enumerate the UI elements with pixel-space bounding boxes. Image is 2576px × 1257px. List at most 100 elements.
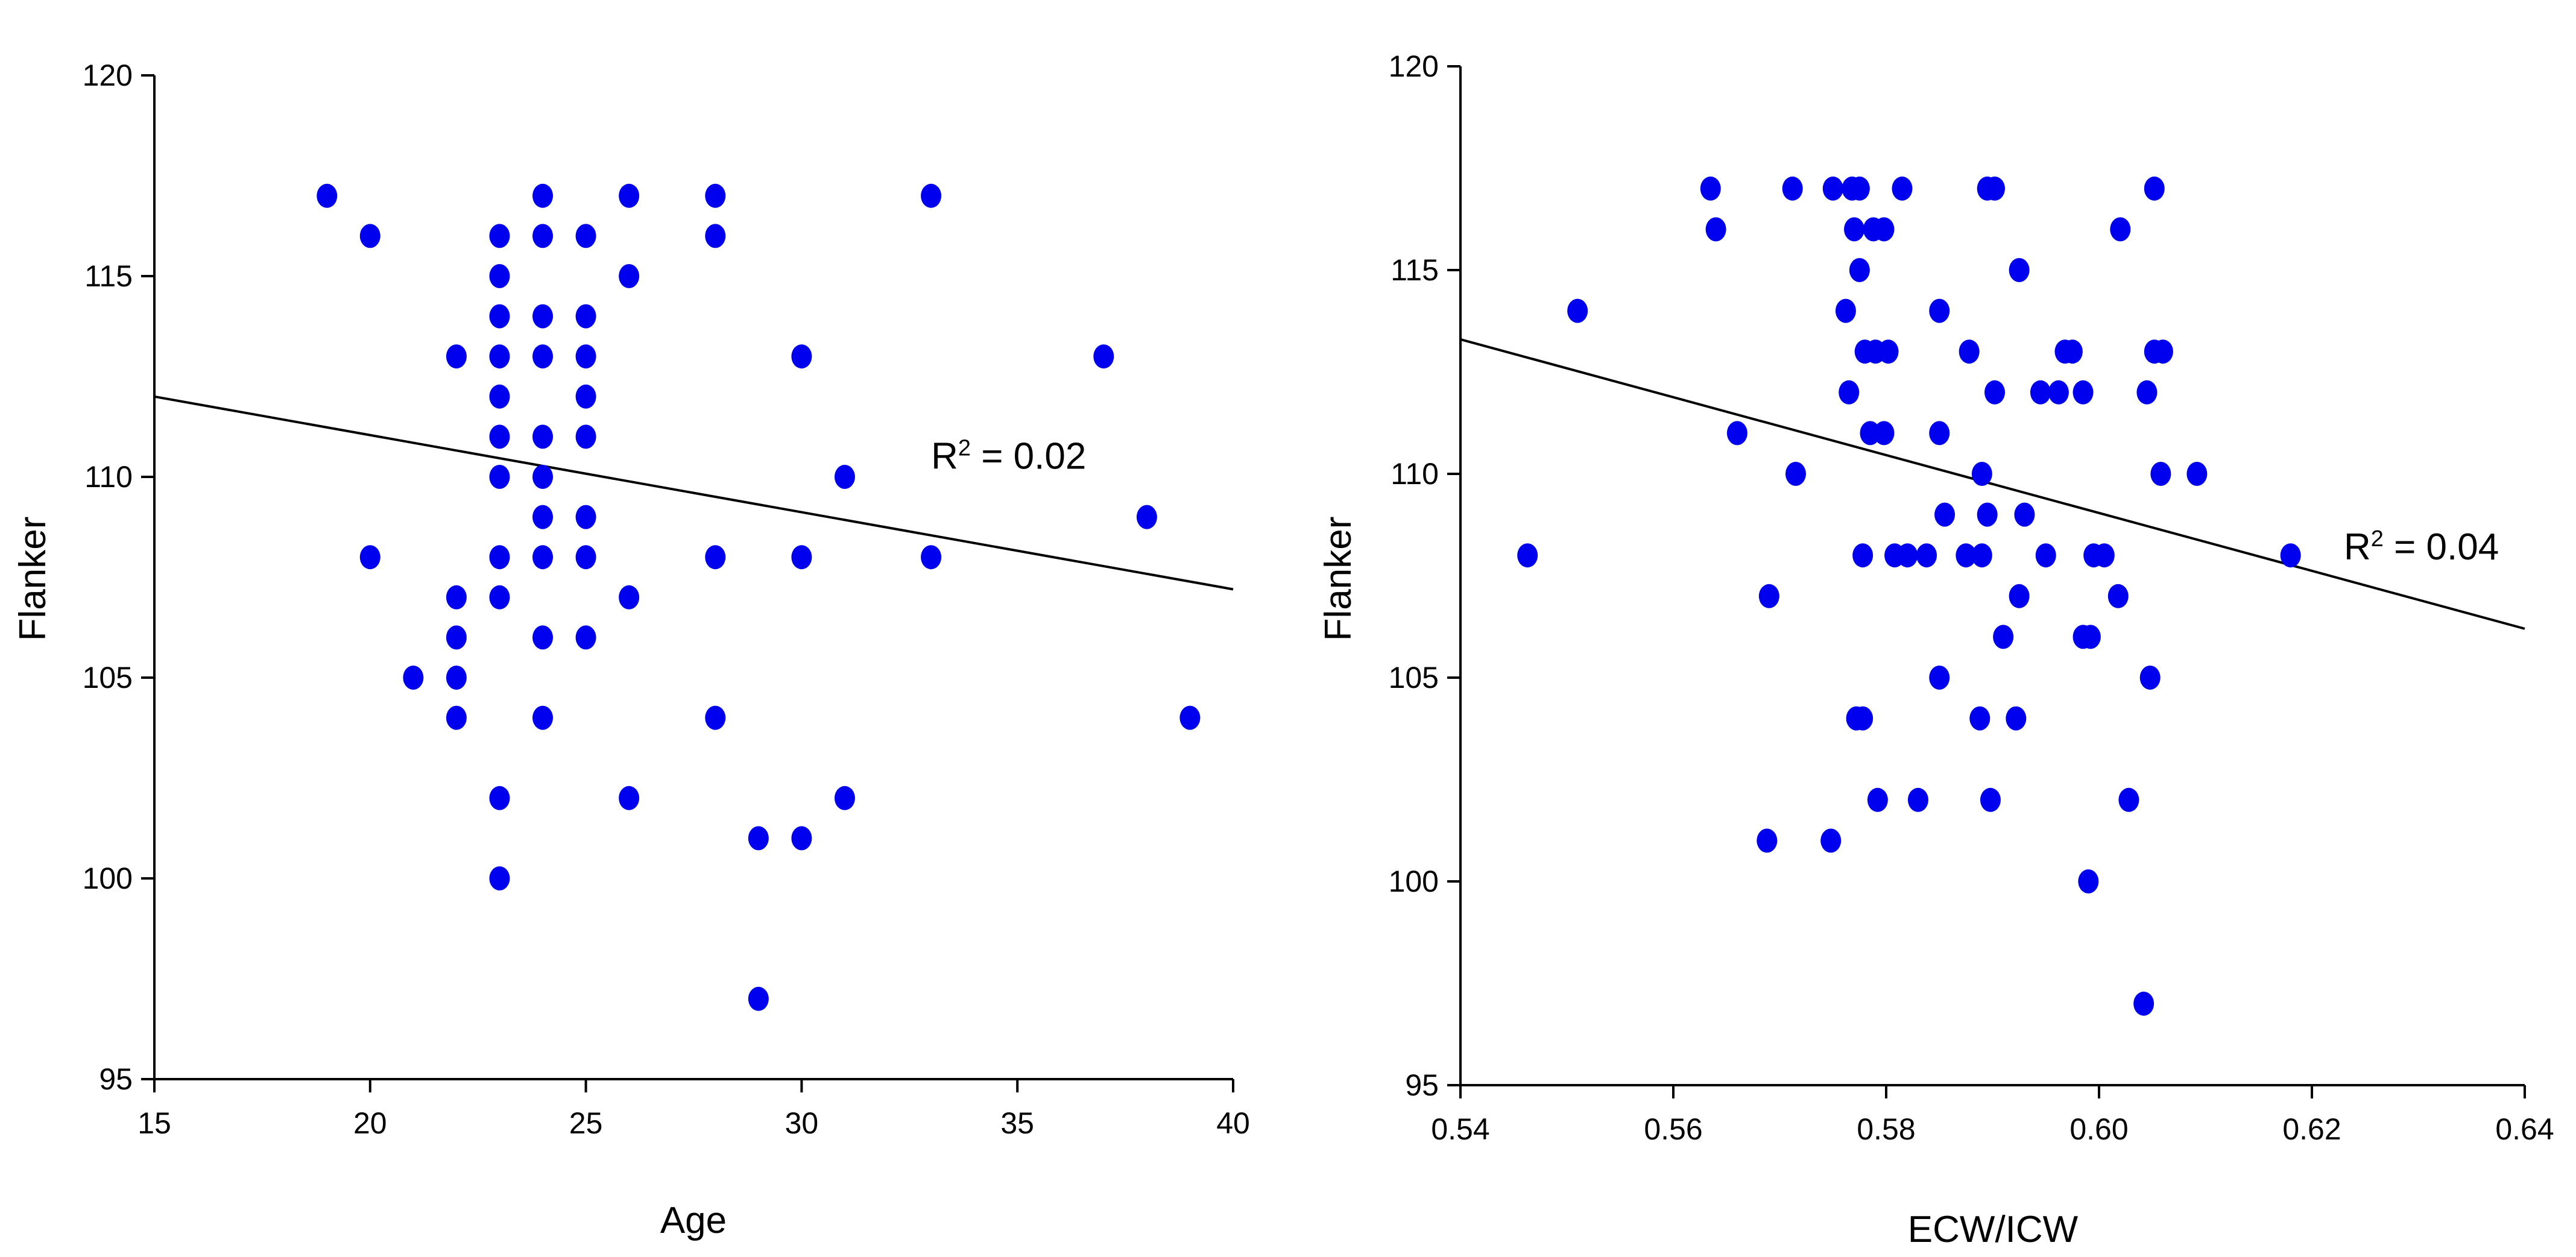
data-point xyxy=(1757,828,1778,853)
data-point xyxy=(2133,991,2155,1016)
data-point xyxy=(2014,502,2035,527)
data-point xyxy=(575,625,596,650)
data-point xyxy=(1849,176,1870,201)
data-point xyxy=(1956,543,1977,568)
data-point xyxy=(1093,344,1114,369)
x-tick-label: 40 xyxy=(1216,1106,1250,1140)
data-point xyxy=(532,344,554,369)
data-point xyxy=(1822,176,1843,201)
data-point xyxy=(619,264,640,288)
y-tick-label: 120 xyxy=(83,58,133,92)
data-point xyxy=(489,585,510,610)
y-ticks: 95 100 105 110 115 120 xyxy=(83,58,154,1096)
r2-prefix: R xyxy=(931,436,958,477)
data-point xyxy=(2150,462,2171,486)
data-point xyxy=(2009,258,2030,282)
y-tick-label: 95 xyxy=(99,1062,133,1096)
data-point xyxy=(791,344,812,369)
y-tick-label: 115 xyxy=(1391,253,1439,287)
data-point xyxy=(317,183,338,208)
data-point xyxy=(1971,543,1992,568)
data-point xyxy=(1929,421,1950,446)
data-point xyxy=(921,183,942,208)
data-point xyxy=(1980,787,2001,812)
y-tick-label: 110 xyxy=(84,460,133,494)
x-ticks: 15 20 25 30 35 40 xyxy=(137,1079,1250,1140)
data-point xyxy=(2035,543,2056,568)
data-point xyxy=(489,786,510,810)
x-tick-label: 20 xyxy=(353,1106,387,1140)
data-point xyxy=(2072,380,2094,405)
r2-superscript: 2 xyxy=(2371,526,2384,552)
data-point xyxy=(2280,543,2301,568)
data-point xyxy=(446,705,467,730)
data-point xyxy=(791,545,812,570)
data-point xyxy=(1700,176,1721,201)
data-point xyxy=(921,545,942,570)
y-tick-label: 100 xyxy=(1389,865,1439,898)
x-ticks: 0.54 0.56 0.58 0.60 0.62 0.64 xyxy=(1431,1085,2554,1146)
data-point xyxy=(1934,502,1956,527)
data-point xyxy=(1971,462,1992,486)
data-point xyxy=(1785,462,1806,486)
data-point xyxy=(1844,217,1865,242)
data-point xyxy=(2118,787,2139,812)
data-point xyxy=(532,304,554,329)
data-point xyxy=(1852,543,1874,568)
data-point xyxy=(1929,666,1950,690)
data-point xyxy=(2078,869,2099,893)
data-point xyxy=(575,424,596,449)
data-point xyxy=(532,424,554,449)
data-point xyxy=(489,545,510,570)
data-points xyxy=(317,183,1201,1011)
y-tick-label: 100 xyxy=(83,862,133,895)
data-point xyxy=(446,585,467,610)
data-point xyxy=(2009,584,2030,608)
data-point xyxy=(575,224,596,248)
data-point xyxy=(1517,543,1538,568)
data-point xyxy=(1852,706,1874,731)
x-tick-label: 35 xyxy=(1000,1106,1034,1140)
data-point xyxy=(2030,380,2051,405)
x-tick-label: 25 xyxy=(569,1106,603,1140)
data-point xyxy=(705,183,726,208)
x-axis-title: Age xyxy=(660,1200,727,1241)
data-points xyxy=(1517,176,2301,1016)
data-point xyxy=(834,465,855,489)
data-point xyxy=(532,545,554,570)
data-point xyxy=(532,224,554,248)
data-point xyxy=(489,264,510,288)
data-point xyxy=(2094,543,2115,568)
data-point xyxy=(748,826,769,851)
x-tick-label: 0.56 xyxy=(1644,1112,1702,1146)
data-point xyxy=(446,344,467,369)
data-point xyxy=(1907,787,1928,812)
data-point xyxy=(359,224,380,248)
data-point xyxy=(489,224,510,248)
data-point xyxy=(705,224,726,248)
data-point xyxy=(619,585,640,610)
data-point xyxy=(2062,339,2083,364)
data-point xyxy=(1897,543,1918,568)
x-tick-label: 15 xyxy=(137,1106,171,1140)
data-point xyxy=(748,986,769,1011)
scatter-panel-age: 95 100 105 110 115 120 15 20 25 30 35 40 Age Flank… xyxy=(12,58,1250,1241)
data-point xyxy=(575,344,596,369)
data-point xyxy=(1820,828,1842,853)
data-point xyxy=(532,183,554,208)
data-point xyxy=(1705,217,1726,242)
y-tick-label: 105 xyxy=(83,661,133,695)
data-point xyxy=(1892,176,1913,201)
r-squared-annotation: R2 = 0.02 xyxy=(931,436,1086,477)
data-point xyxy=(1878,339,1899,364)
y-tick-label: 120 xyxy=(1389,49,1439,83)
x-tick-label: 30 xyxy=(785,1106,819,1140)
y-tick-label: 115 xyxy=(84,259,133,293)
y-tick-label: 110 xyxy=(1391,457,1439,491)
data-point xyxy=(2048,380,2069,405)
data-point xyxy=(1758,584,1779,608)
data-point xyxy=(1849,258,1870,282)
x-tick-label: 0.58 xyxy=(1857,1112,1915,1146)
data-point xyxy=(446,625,467,650)
